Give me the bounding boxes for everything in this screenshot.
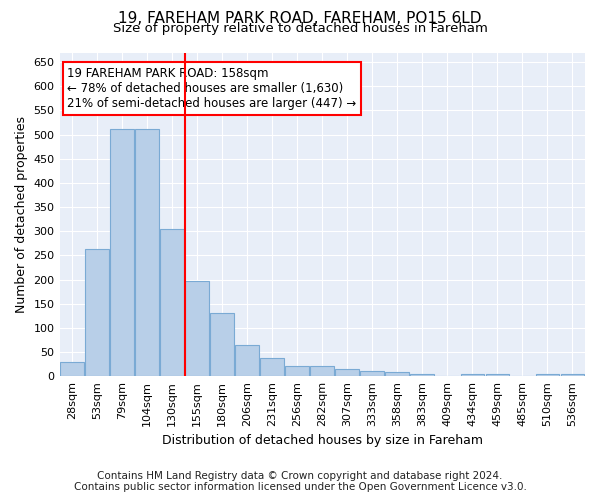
Bar (335, 369, 359, 376)
Bar (485, 374, 509, 376)
Bar (361, 372, 384, 376)
Bar (461, 374, 484, 376)
Y-axis label: Number of detached properties: Number of detached properties (15, 116, 28, 313)
Bar (60, 362, 84, 376)
Bar (260, 358, 284, 376)
Bar (286, 366, 309, 376)
Bar (135, 130, 159, 376)
Bar (536, 374, 559, 376)
Bar (110, 130, 134, 376)
Text: 19, FAREHAM PARK ROAD, FAREHAM, PO15 6LD: 19, FAREHAM PARK ROAD, FAREHAM, PO15 6LD (118, 11, 482, 26)
Bar (385, 372, 409, 376)
Bar (410, 374, 434, 376)
Text: 19 FAREHAM PARK ROAD: 158sqm
← 78% of detached houses are smaller (1,630)
21% of: 19 FAREHAM PARK ROAD: 158sqm ← 78% of de… (67, 67, 356, 110)
Text: Size of property relative to detached houses in Fareham: Size of property relative to detached ho… (113, 22, 487, 35)
Bar (310, 366, 334, 376)
Bar (85, 249, 109, 376)
Bar (185, 281, 209, 376)
X-axis label: Distribution of detached houses by size in Fareham: Distribution of detached houses by size … (162, 434, 483, 448)
Text: Contains HM Land Registry data © Crown copyright and database right 2024.
Contai: Contains HM Land Registry data © Crown c… (74, 471, 526, 492)
Bar (160, 229, 184, 376)
Bar (235, 345, 259, 376)
Bar (210, 313, 234, 376)
Bar (560, 374, 584, 376)
